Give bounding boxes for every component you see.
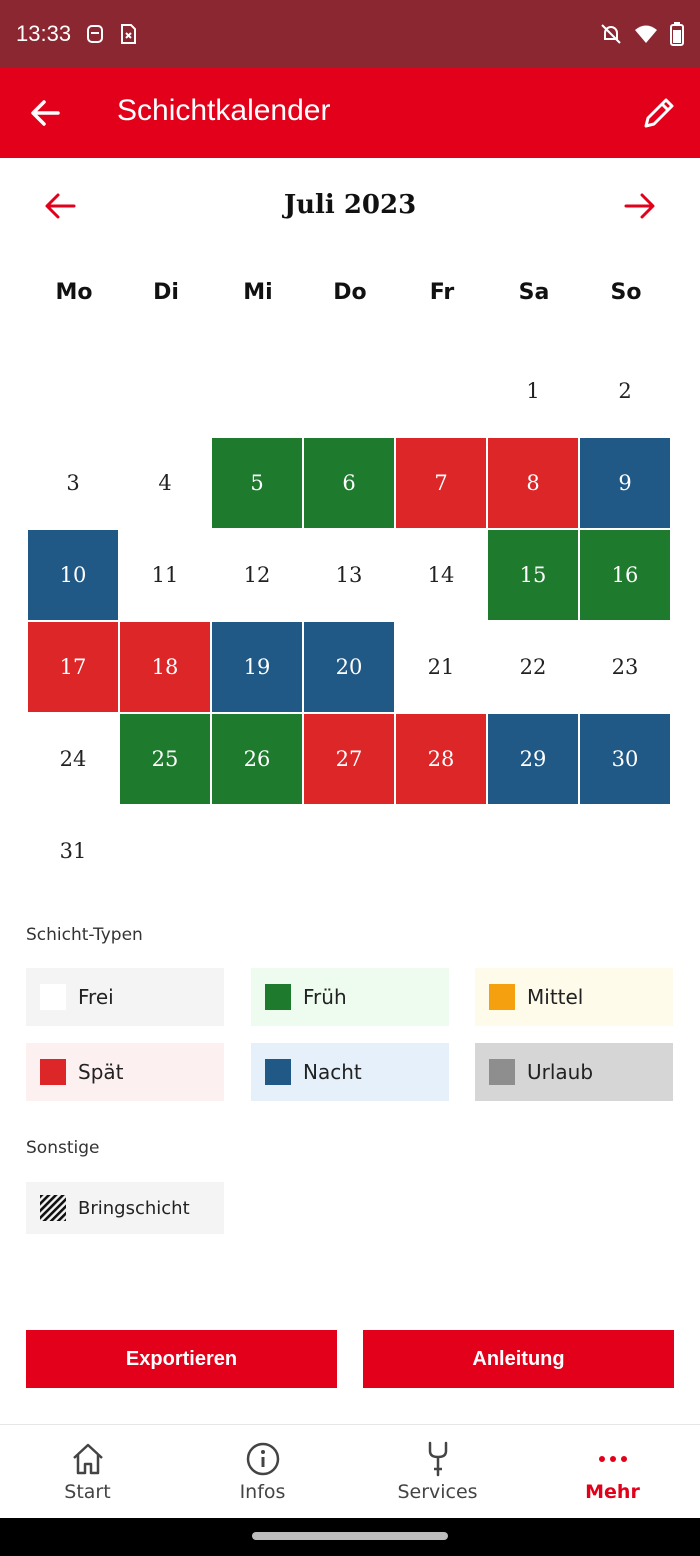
status-time: 13:33	[16, 21, 72, 46]
legend-item-frei: Frei	[26, 968, 224, 1026]
nav-item-start[interactable]: Start	[0, 1425, 175, 1518]
legend-label: Früh	[303, 985, 347, 1009]
calendar-day-cell[interactable]: 25	[120, 714, 210, 804]
calendar-day-cell[interactable]: 13	[335, 563, 363, 587]
weekday-label: Di	[153, 280, 179, 305]
system-navigation-bar	[0, 1518, 700, 1556]
more-dots-icon	[598, 1456, 627, 1462]
calendar-day-cell[interactable]: 18	[120, 622, 210, 712]
hatch-pattern-icon	[40, 1195, 66, 1221]
nav-label: Start	[64, 1481, 111, 1503]
home-icon	[72, 1443, 103, 1475]
edit-pencil-icon[interactable]	[640, 94, 678, 132]
battery-icon	[670, 22, 684, 46]
calendar-day-cell[interactable]: 12	[243, 563, 271, 587]
calendar-day-cell[interactable]: 20	[304, 622, 394, 712]
calendar-day-cell[interactable]: 15	[488, 530, 578, 620]
legend-swatch	[489, 1059, 515, 1085]
shift-types-heading: Schicht-Typen	[26, 925, 143, 945]
month-label: Juli 2023	[283, 190, 417, 220]
nav-item-services[interactable]: Services	[350, 1425, 525, 1518]
legend-swatch	[489, 984, 515, 1010]
legend-item-mittel: Mittel	[475, 968, 673, 1026]
legend-swatch	[265, 1059, 291, 1085]
status-notification-icons	[85, 23, 137, 45]
calendar-day-cell[interactable]: 24	[59, 747, 87, 771]
info-icon	[246, 1442, 279, 1476]
calendar-day-cell[interactable]: 30	[580, 714, 670, 804]
legend-label: Bringschicht	[78, 1197, 190, 1219]
calendar-day-cell[interactable]: 22	[519, 655, 547, 679]
legend-swatch	[40, 984, 66, 1010]
calendar-day-cell[interactable]: 5	[212, 438, 302, 528]
calendar-day-cell[interactable]: 26	[212, 714, 302, 804]
calendar-day-cell[interactable]: 3	[66, 471, 80, 495]
weekday-header: Mo Di Mi Do Fr Sa So	[28, 280, 672, 320]
wrench-icon	[428, 1441, 447, 1477]
calendar-day-cell[interactable]: 19	[212, 622, 302, 712]
status-bar: 13:33	[0, 0, 700, 68]
calendar-day-cell[interactable]: 9	[580, 438, 670, 528]
weekday-label: Do	[333, 280, 367, 305]
nav-label: Mehr	[585, 1481, 640, 1503]
nav-label: Services	[397, 1481, 478, 1503]
export-button[interactable]: Exportieren	[26, 1330, 337, 1388]
weekday-label: Mo	[55, 280, 93, 305]
legend-label: Spät	[78, 1060, 124, 1084]
nav-item-infos[interactable]: Infos	[175, 1425, 350, 1518]
status-system-icons	[600, 22, 684, 46]
app-bar: Schichtkalender	[0, 68, 700, 158]
do-not-disturb-icon	[601, 24, 621, 44]
legend-label: Nacht	[303, 1060, 362, 1084]
back-arrow-icon[interactable]	[28, 96, 62, 130]
calendar-day-cell[interactable]: 6	[304, 438, 394, 528]
legend-item-nacht: Nacht	[251, 1043, 449, 1101]
wifi-icon	[635, 25, 657, 43]
legend-item-spaet: Spät	[26, 1043, 224, 1101]
legend-swatch	[40, 1059, 66, 1085]
calendar-day-cell[interactable]: 23	[611, 655, 639, 679]
calendar-day-cell[interactable]: 10	[28, 530, 118, 620]
legend-item-urlaub: Urlaub	[475, 1043, 673, 1101]
calendar-day-cell[interactable]: 11	[151, 563, 179, 587]
calendar-day-cell[interactable]: 29	[488, 714, 578, 804]
legend-item-frueh: Früh	[251, 968, 449, 1026]
nav-label: Infos	[239, 1481, 286, 1503]
month-navigation: Juli 2023	[0, 158, 700, 258]
calendar-day-cell[interactable]: 21	[427, 655, 455, 679]
next-month-arrow-icon[interactable]	[622, 188, 658, 224]
guide-button[interactable]: Anleitung	[363, 1330, 674, 1388]
legend-label: Urlaub	[527, 1060, 594, 1084]
legend-label: Frei	[78, 985, 114, 1009]
weekday-label: Fr	[429, 280, 455, 305]
calendar-day-cell[interactable]: 7	[396, 438, 486, 528]
sim-card-icon	[121, 24, 137, 44]
nav-item-mehr[interactable]: Mehr	[525, 1425, 700, 1518]
calendar-day-cell[interactable]: 2	[618, 379, 632, 403]
notification-app-icon	[87, 25, 104, 43]
page-title: Schichtkalender	[117, 94, 331, 127]
calendar-day-cell[interactable]: 17	[28, 622, 118, 712]
other-heading: Sonstige	[26, 1138, 100, 1158]
calendar-day-cell[interactable]: 4	[158, 471, 172, 495]
legend-swatch	[265, 984, 291, 1010]
calendar-day-cell[interactable]: 31	[59, 839, 87, 863]
calendar-day-cell[interactable]: 8	[488, 438, 578, 528]
calendar-day-cell[interactable]: 14	[427, 563, 455, 587]
legend-item-bringschicht: Bringschicht	[26, 1182, 224, 1234]
weekday-label: So	[610, 280, 642, 305]
weekday-label: Sa	[518, 280, 550, 305]
bottom-navigation: Start Infos Services Mehr	[0, 1424, 700, 1518]
home-gesture-handle[interactable]	[252, 1532, 448, 1540]
previous-month-arrow-icon[interactable]	[42, 188, 78, 224]
calendar-day-cell[interactable]: 16	[580, 530, 670, 620]
calendar-day-cell[interactable]: 27	[304, 714, 394, 804]
calendar-day-cell[interactable]: 1	[526, 379, 540, 403]
legend-label: Mittel	[527, 985, 584, 1009]
calendar-day-cell[interactable]: 28	[396, 714, 486, 804]
weekday-label: Mi	[243, 280, 273, 305]
